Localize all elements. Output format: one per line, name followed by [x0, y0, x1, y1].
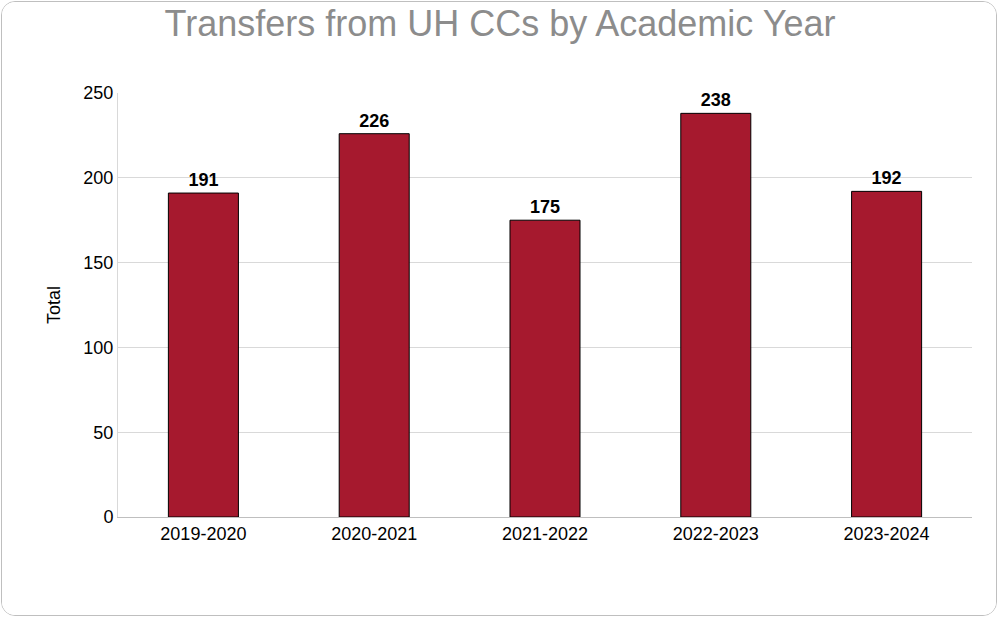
svg-text:100: 100 [83, 338, 113, 358]
svg-text:Transfers from UH CCs by Acade: Transfers from UH CCs by Academic Year [165, 3, 836, 44]
svg-text:2020-2021: 2020-2021 [331, 524, 417, 544]
svg-text:191: 191 [188, 170, 218, 190]
svg-text:0: 0 [103, 507, 113, 527]
svg-text:2019-2020: 2019-2020 [160, 524, 246, 544]
svg-text:200: 200 [83, 168, 113, 188]
svg-text:238: 238 [701, 90, 731, 110]
svg-text:Total: Total [44, 286, 64, 324]
svg-text:50: 50 [93, 423, 113, 443]
svg-text:2023-2024: 2023-2024 [844, 524, 930, 544]
svg-text:2022-2023: 2022-2023 [673, 524, 759, 544]
svg-text:175: 175 [530, 197, 560, 217]
svg-text:250: 250 [83, 83, 113, 103]
svg-text:2021-2022: 2021-2022 [502, 524, 588, 544]
svg-text:150: 150 [83, 253, 113, 273]
svg-text:192: 192 [872, 168, 902, 188]
svg-text:226: 226 [359, 111, 389, 131]
